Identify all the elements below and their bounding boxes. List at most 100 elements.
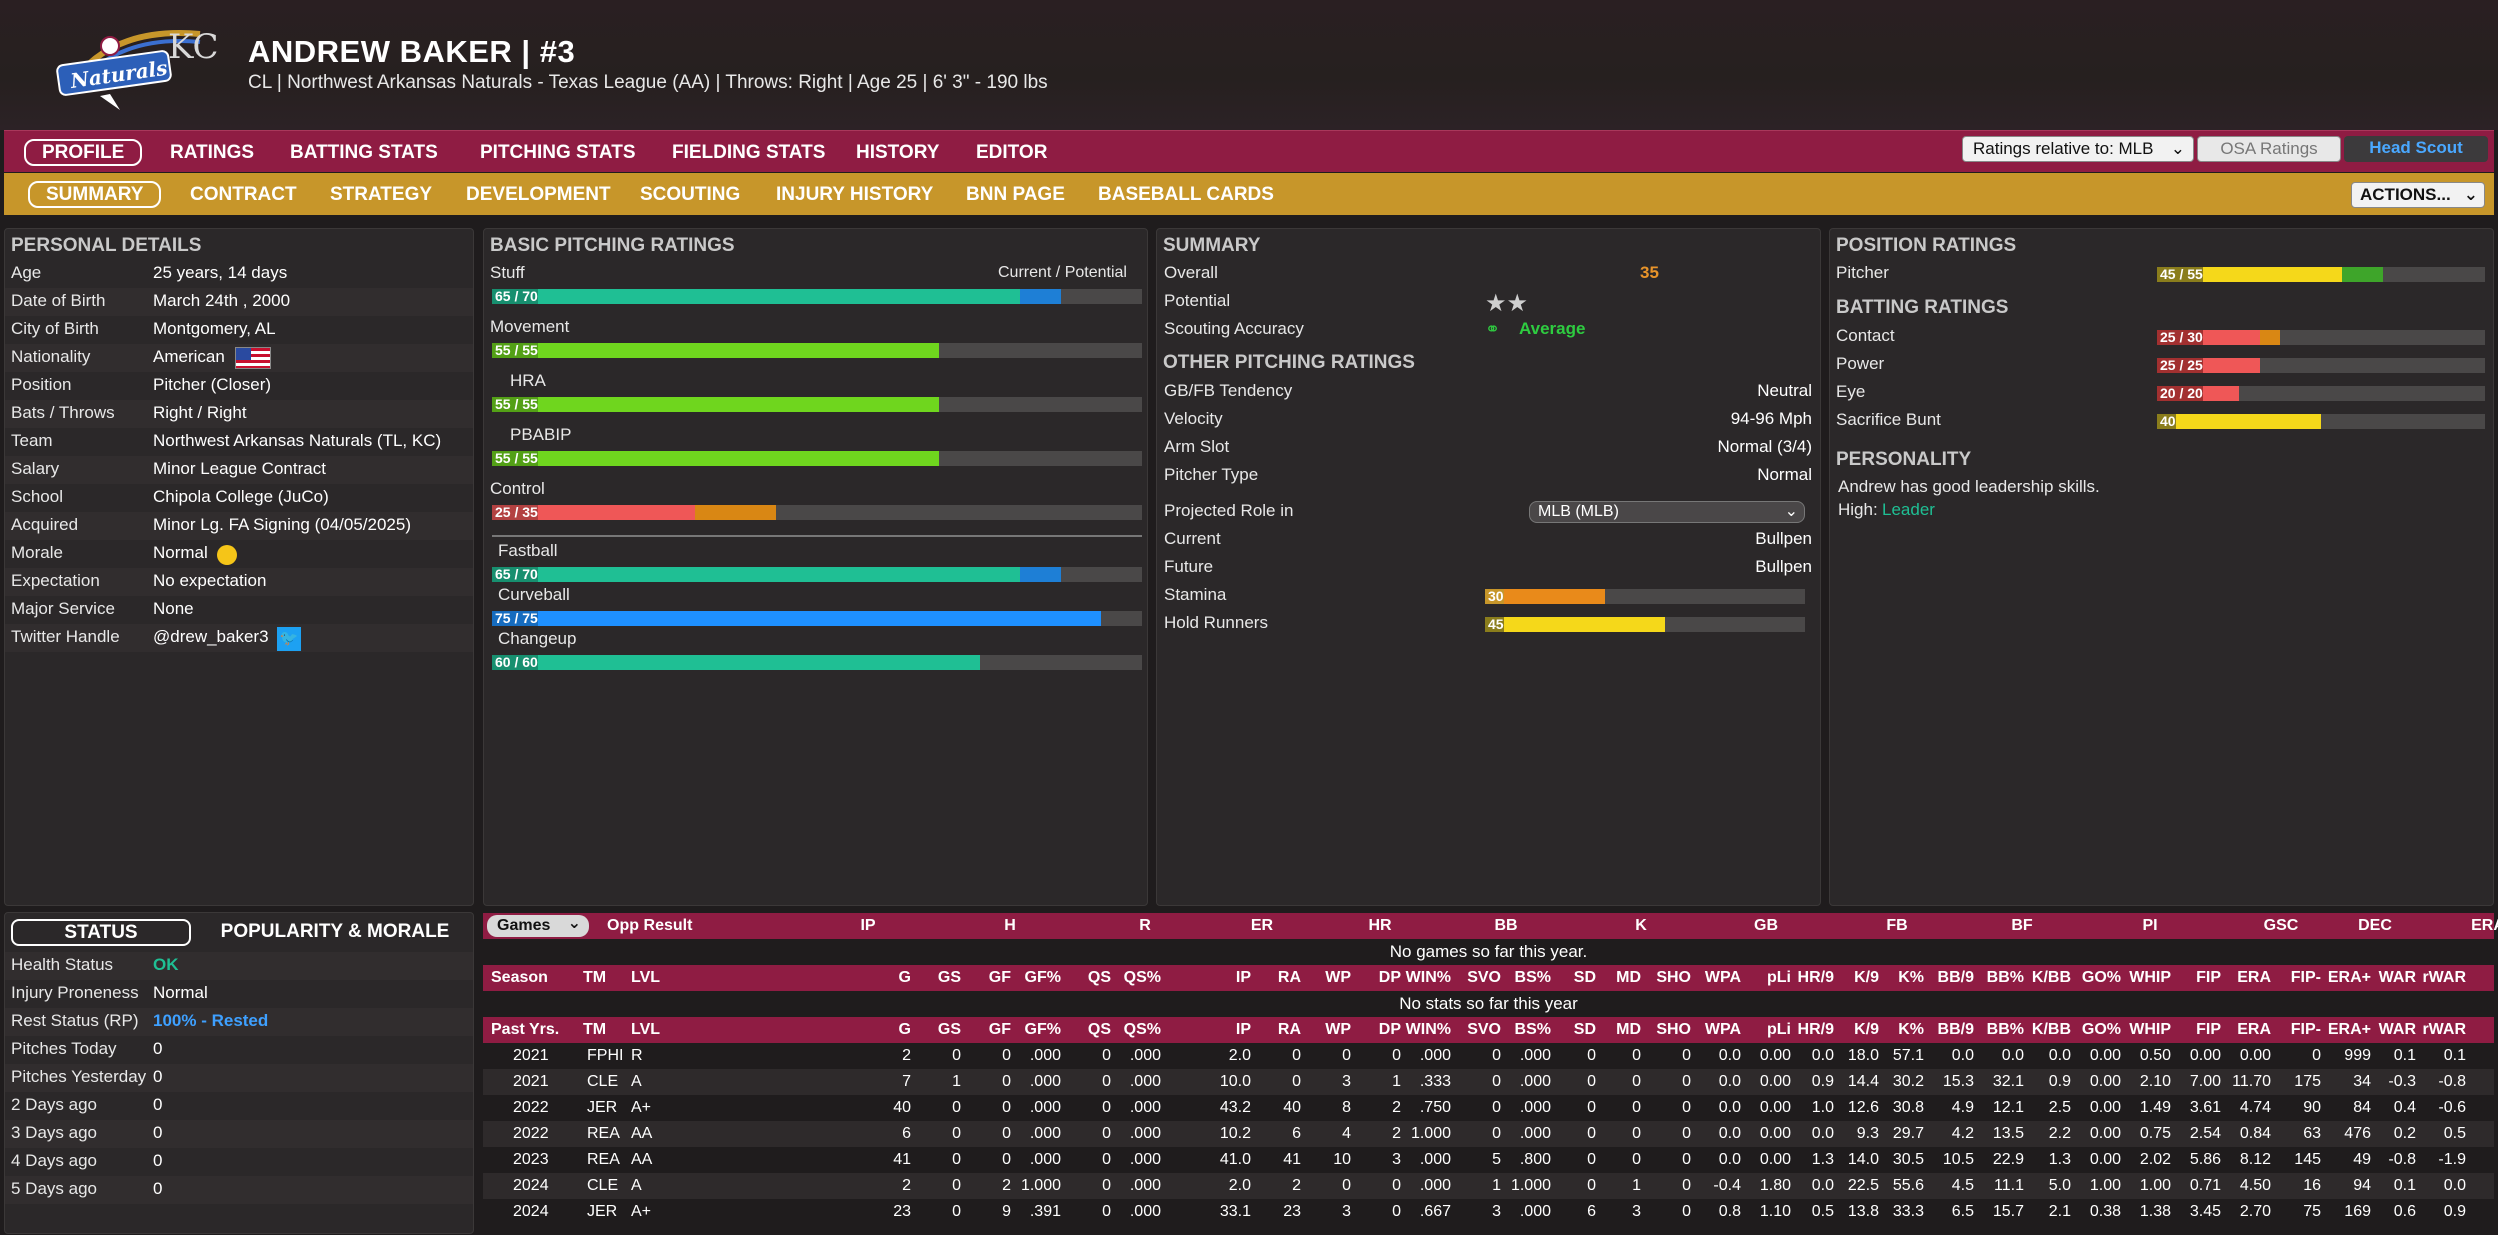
season-col-header: QS% bbox=[1123, 969, 1161, 986]
table-cell: .000 bbox=[1129, 1125, 1161, 1142]
table-cell: 2.1 bbox=[2048, 1203, 2071, 1220]
table-cell: 0 bbox=[1292, 1073, 1301, 1090]
tab-editor[interactable]: EDITOR bbox=[976, 142, 1048, 163]
table-cell: 94 bbox=[2353, 1177, 2371, 1194]
table-cell: 0.00 bbox=[2089, 1125, 2121, 1142]
table-cell: 34 bbox=[2353, 1073, 2371, 1090]
table-cell: 2.0 bbox=[1228, 1177, 1251, 1194]
table-cell: 3.45 bbox=[2189, 1203, 2221, 1220]
osa-ratings-button[interactable]: OSA Ratings bbox=[2197, 136, 2341, 162]
table-cell: 0 bbox=[1002, 1151, 1011, 1168]
past-header-row: Past Yrs. TM LVL G GS GF GF% QS QS% IP RA WP DP WIN% S… bbox=[483, 1017, 2494, 1043]
ratings-relative-select[interactable]: Ratings relative to: MLB ⌄ bbox=[1962, 136, 2194, 162]
table-cell: 13.8 bbox=[1847, 1203, 1879, 1220]
table-cell: 0 bbox=[1492, 1047, 1501, 1064]
batting-rating-value: 25 / 30 bbox=[2157, 330, 2203, 345]
games-col-header: R bbox=[1139, 917, 1151, 934]
table-cell: .000 bbox=[1129, 1073, 1161, 1090]
table-cell: 0 bbox=[1102, 1125, 1111, 1142]
row-stripe bbox=[5, 624, 473, 652]
table-cell: 0.0 bbox=[1811, 1047, 1834, 1064]
past-col-header: ERA bbox=[2237, 1021, 2271, 1038]
table-cell: 175 bbox=[2294, 1073, 2321, 1090]
tab-fielding-stats[interactable]: FIELDING STATS bbox=[672, 142, 826, 163]
twitter-icon[interactable]: 🐦 bbox=[277, 627, 301, 651]
tab-history[interactable]: HISTORY bbox=[856, 142, 940, 163]
tab-profile[interactable]: PROFILE bbox=[24, 139, 143, 166]
tab-development[interactable]: DEVELOPMENT bbox=[466, 184, 611, 205]
past-col-header: SD bbox=[1573, 1021, 1596, 1038]
status-label: 5 Days ago bbox=[11, 1179, 97, 1198]
status-label: Health Status bbox=[11, 955, 114, 974]
table-cell: 33.1 bbox=[1219, 1203, 1251, 1220]
tab-strategy[interactable]: STRATEGY bbox=[330, 184, 433, 205]
table-cell: 169 bbox=[2344, 1203, 2371, 1220]
other-rating-value: Normal (3/4) bbox=[1717, 437, 1812, 456]
season-col-header: HR/9 bbox=[1797, 969, 1834, 986]
table-cell: AA bbox=[631, 1125, 653, 1142]
table-cell: 4.74 bbox=[2239, 1099, 2271, 1116]
games-dropdown[interactable]: Games ⌄ bbox=[487, 915, 589, 937]
table-cell: .000 bbox=[1519, 1099, 1551, 1116]
season-col-header: ERA bbox=[2237, 969, 2271, 986]
table-cell: 15.3 bbox=[1942, 1073, 1974, 1090]
tab-scouting[interactable]: SCOUTING bbox=[640, 184, 741, 205]
table-cell: 0 bbox=[1342, 1177, 1351, 1194]
table-row: 2021 CLE A 7 1 0.000 0.000 10.0 0 3 1.333 0.000 0 0 0 0… bbox=[483, 1069, 2494, 1095]
table-cell: 0 bbox=[952, 1203, 961, 1220]
batting-ratings-title: BATTING RATINGS bbox=[1836, 297, 2009, 318]
tab-popularity-morale[interactable]: POPULARITY & MORALE bbox=[220, 921, 450, 942]
row-stripe bbox=[5, 456, 473, 484]
tab-contract[interactable]: CONTRACT bbox=[190, 184, 297, 205]
table-cell: 6 bbox=[1292, 1125, 1301, 1142]
sub-nav: SUMMARY CONTRACT STRATEGY DEVELOPMENT SC… bbox=[4, 173, 2494, 215]
table-cell: 2 bbox=[1392, 1125, 1401, 1142]
table-cell: A bbox=[631, 1177, 642, 1194]
table-cell: .000 bbox=[1419, 1151, 1451, 1168]
table-cell: 0 bbox=[1102, 1047, 1111, 1064]
projected-role-select[interactable]: MLB (MLB) ⌄ bbox=[1529, 501, 1805, 523]
tab-injury-history[interactable]: INJURY HISTORY bbox=[776, 184, 934, 205]
past-col-header: HR/9 bbox=[1797, 1021, 1834, 1038]
overall-label: Overall bbox=[1164, 263, 1218, 282]
season-col-header: FIP bbox=[2196, 969, 2221, 986]
season-col-header: LVL bbox=[631, 969, 661, 986]
table-cell: 0.9 bbox=[2048, 1073, 2071, 1090]
batting-rating-bar: 25 / 25 bbox=[2157, 358, 2485, 373]
table-cell: A+ bbox=[631, 1099, 652, 1116]
season-col-header: WHIP bbox=[2129, 969, 2171, 986]
table-cell: 13.5 bbox=[1992, 1125, 2024, 1142]
stamina-bar: 30 bbox=[1485, 589, 1805, 604]
table-cell: 75 bbox=[2303, 1203, 2321, 1220]
table-cell: -0.8 bbox=[2438, 1073, 2466, 1090]
tab-batting-stats[interactable]: BATTING STATS bbox=[290, 142, 438, 163]
table-cell: 0 bbox=[2312, 1047, 2321, 1064]
rating-bar: 55 / 55 bbox=[492, 343, 1142, 358]
table-cell: 0 bbox=[1587, 1047, 1596, 1064]
tab-ratings[interactable]: RATINGS bbox=[170, 142, 255, 163]
table-cell: 0 bbox=[1682, 1203, 1691, 1220]
actions-dropdown[interactable]: ACTIONS... ⌄ bbox=[2351, 182, 2485, 208]
rating-current-fill bbox=[492, 567, 1020, 582]
pitching-rating-name: Control bbox=[490, 479, 545, 498]
rating-current-fill bbox=[492, 343, 939, 358]
batting-rating-name: Sacrifice Bunt bbox=[1836, 410, 1941, 429]
rating-bar: 55 / 55 bbox=[492, 451, 1142, 466]
table-cell: .000 bbox=[1419, 1047, 1451, 1064]
games-col-header: IP bbox=[860, 917, 876, 934]
personal-details-panel: PERSONAL DETAILS Age 25 years, 14 days Dat… bbox=[4, 228, 474, 906]
table-cell: 2023 bbox=[513, 1151, 549, 1168]
head-scout-button[interactable]: Head Scout bbox=[2344, 136, 2488, 162]
past-col-header: SHO bbox=[1656, 1021, 1691, 1038]
games-col-header: GB bbox=[1754, 917, 1778, 934]
table-cell: 0 bbox=[1102, 1151, 1111, 1168]
current-potential-label: Current / Potential bbox=[998, 264, 1127, 281]
tab-pitching-stats[interactable]: PITCHING STATS bbox=[480, 142, 636, 163]
tab-baseball-cards[interactable]: BASEBALL CARDS bbox=[1098, 184, 1274, 205]
table-cell: 0.0 bbox=[1718, 1073, 1741, 1090]
tab-summary[interactable]: SUMMARY bbox=[28, 181, 162, 208]
tab-bnn-page[interactable]: BNN PAGE bbox=[966, 184, 1065, 205]
past-col-header: K/BB bbox=[2031, 1021, 2071, 1038]
tab-status[interactable]: STATUS bbox=[11, 919, 191, 946]
table-cell: 6 bbox=[1587, 1203, 1596, 1220]
